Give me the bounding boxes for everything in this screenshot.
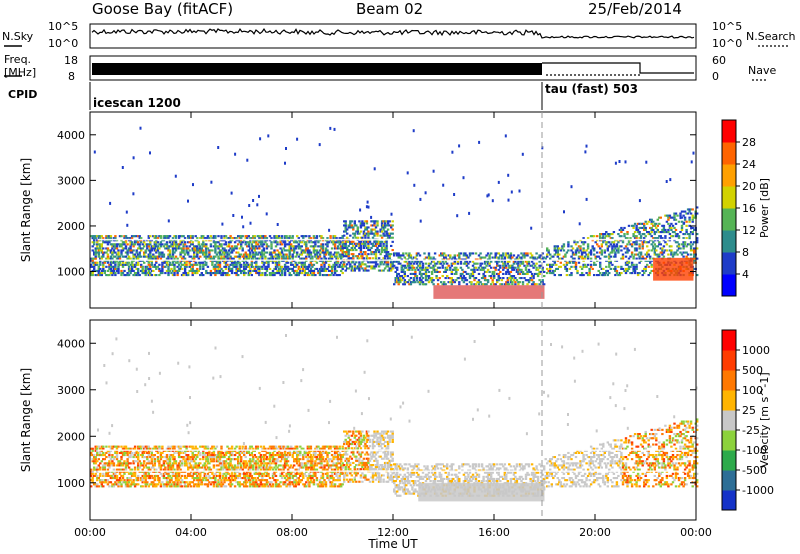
y-axis-label: Slant Range [km] bbox=[19, 368, 33, 472]
colorbar-tick-label: 100 bbox=[742, 384, 763, 397]
power-panel bbox=[90, 126, 699, 299]
x-tick-label: 08:00 bbox=[276, 526, 308, 539]
colorbar-tick-label: 12 bbox=[742, 224, 756, 237]
nsky-tick-low: 10^0 bbox=[48, 37, 79, 50]
colorbar-frame bbox=[721, 329, 737, 511]
colorbar-segment bbox=[722, 450, 736, 471]
colorbar-segment bbox=[722, 330, 736, 351]
colorbar-segment bbox=[722, 410, 736, 431]
nsearch-tick-high: 10^5 bbox=[712, 20, 743, 33]
y-tick-label: 3000 bbox=[57, 384, 85, 397]
cpid-label: CPID bbox=[8, 88, 38, 101]
colorbar-segment bbox=[722, 252, 736, 275]
colorbar-segment bbox=[722, 230, 736, 253]
x-tick-label: 04:00 bbox=[175, 526, 207, 539]
freq-trace-block bbox=[92, 63, 542, 75]
colorbar-tick-label: 500 bbox=[742, 364, 763, 377]
colorbar-tick-label: -500 bbox=[742, 464, 767, 477]
colorbar-tick-label: -100 bbox=[742, 444, 767, 457]
colorbar-segment bbox=[722, 490, 736, 511]
station-title: Goose Bay (fitACF) bbox=[92, 0, 234, 18]
colorbar-segment bbox=[722, 350, 736, 371]
colorbar-tick-label: -1000 bbox=[742, 484, 774, 497]
x-tick-label: 16:00 bbox=[478, 526, 510, 539]
nave-tick-low: 0 bbox=[712, 70, 719, 83]
beam-title: Beam 02 bbox=[356, 0, 424, 18]
colorbar-tick-label: 28 bbox=[742, 136, 756, 149]
colorbar-segment bbox=[722, 470, 736, 491]
nave-tick-high: 60 bbox=[712, 54, 726, 67]
colorbar-tick-label: 25 bbox=[742, 404, 756, 417]
y-tick-label: 3000 bbox=[57, 174, 85, 187]
freq-trace-line bbox=[542, 62, 694, 74]
cpid-icescan: icescan 1200 bbox=[93, 96, 181, 110]
nsky-noise-line bbox=[91, 28, 695, 39]
colorbar-tick-label: 1000 bbox=[742, 344, 770, 357]
nave-label: Nave bbox=[748, 64, 777, 77]
freq-label: Freq. bbox=[4, 53, 32, 66]
nsky-label: N.Sky bbox=[2, 30, 34, 43]
colorbar-tick-label: 8 bbox=[742, 246, 749, 259]
y-tick-label: 4000 bbox=[57, 337, 85, 350]
y-tick-label: 4000 bbox=[57, 129, 85, 142]
y-tick-label: 1000 bbox=[57, 477, 85, 490]
freq-panel-frame bbox=[89, 55, 697, 81]
colorbar-tick-label: 20 bbox=[742, 180, 756, 193]
x-axis-label: Time UT bbox=[367, 537, 418, 551]
colorbar-segment bbox=[722, 186, 736, 209]
nsearch-tick-low: 10^0 bbox=[712, 37, 743, 50]
cpid-tau: tau (fast) 503 bbox=[545, 82, 638, 96]
colorbar-tick-label: 24 bbox=[742, 158, 756, 171]
colorbar-segment bbox=[722, 120, 736, 143]
colorbar-tick-label: 16 bbox=[742, 202, 756, 215]
x-tick-label: 00:00 bbox=[74, 526, 106, 539]
colorbar-segment bbox=[722, 164, 736, 187]
nsearch-label: N.Search bbox=[746, 30, 796, 43]
y-tick-label: 1000 bbox=[57, 266, 85, 279]
freq-tick-low: 8 bbox=[68, 70, 75, 83]
y-axis-label: Slant Range [km] bbox=[19, 158, 33, 262]
x-tick-label: 12:00 bbox=[377, 526, 409, 539]
date-title: 25/Feb/2014 bbox=[588, 0, 682, 18]
noise-panel-frame bbox=[89, 23, 697, 49]
velocity-panel bbox=[90, 334, 699, 502]
colorbar-segment bbox=[722, 274, 736, 297]
colorbar-segment bbox=[722, 390, 736, 411]
x-tick-label: 00:00 bbox=[680, 526, 712, 539]
colorbar-label: Velocity [m s^-1] bbox=[758, 372, 771, 467]
colorbar-segment bbox=[722, 208, 736, 231]
colorbar-tick-label: -25 bbox=[742, 424, 760, 437]
colorbar-label: Power [dB] bbox=[758, 178, 771, 238]
colorbar-tick-label: 4 bbox=[742, 268, 749, 281]
colorbar-segment bbox=[722, 430, 736, 451]
colorbar-segment bbox=[722, 142, 736, 165]
freq-tick-high: 18 bbox=[64, 54, 78, 67]
power-panel-frame bbox=[89, 111, 697, 309]
x-tick-label: 20:00 bbox=[579, 526, 611, 539]
nsky-tick-high: 10^5 bbox=[48, 20, 79, 33]
y-tick-label: 2000 bbox=[57, 430, 85, 443]
y-tick-label: 2000 bbox=[57, 220, 85, 233]
colorbar-segment bbox=[722, 370, 736, 391]
